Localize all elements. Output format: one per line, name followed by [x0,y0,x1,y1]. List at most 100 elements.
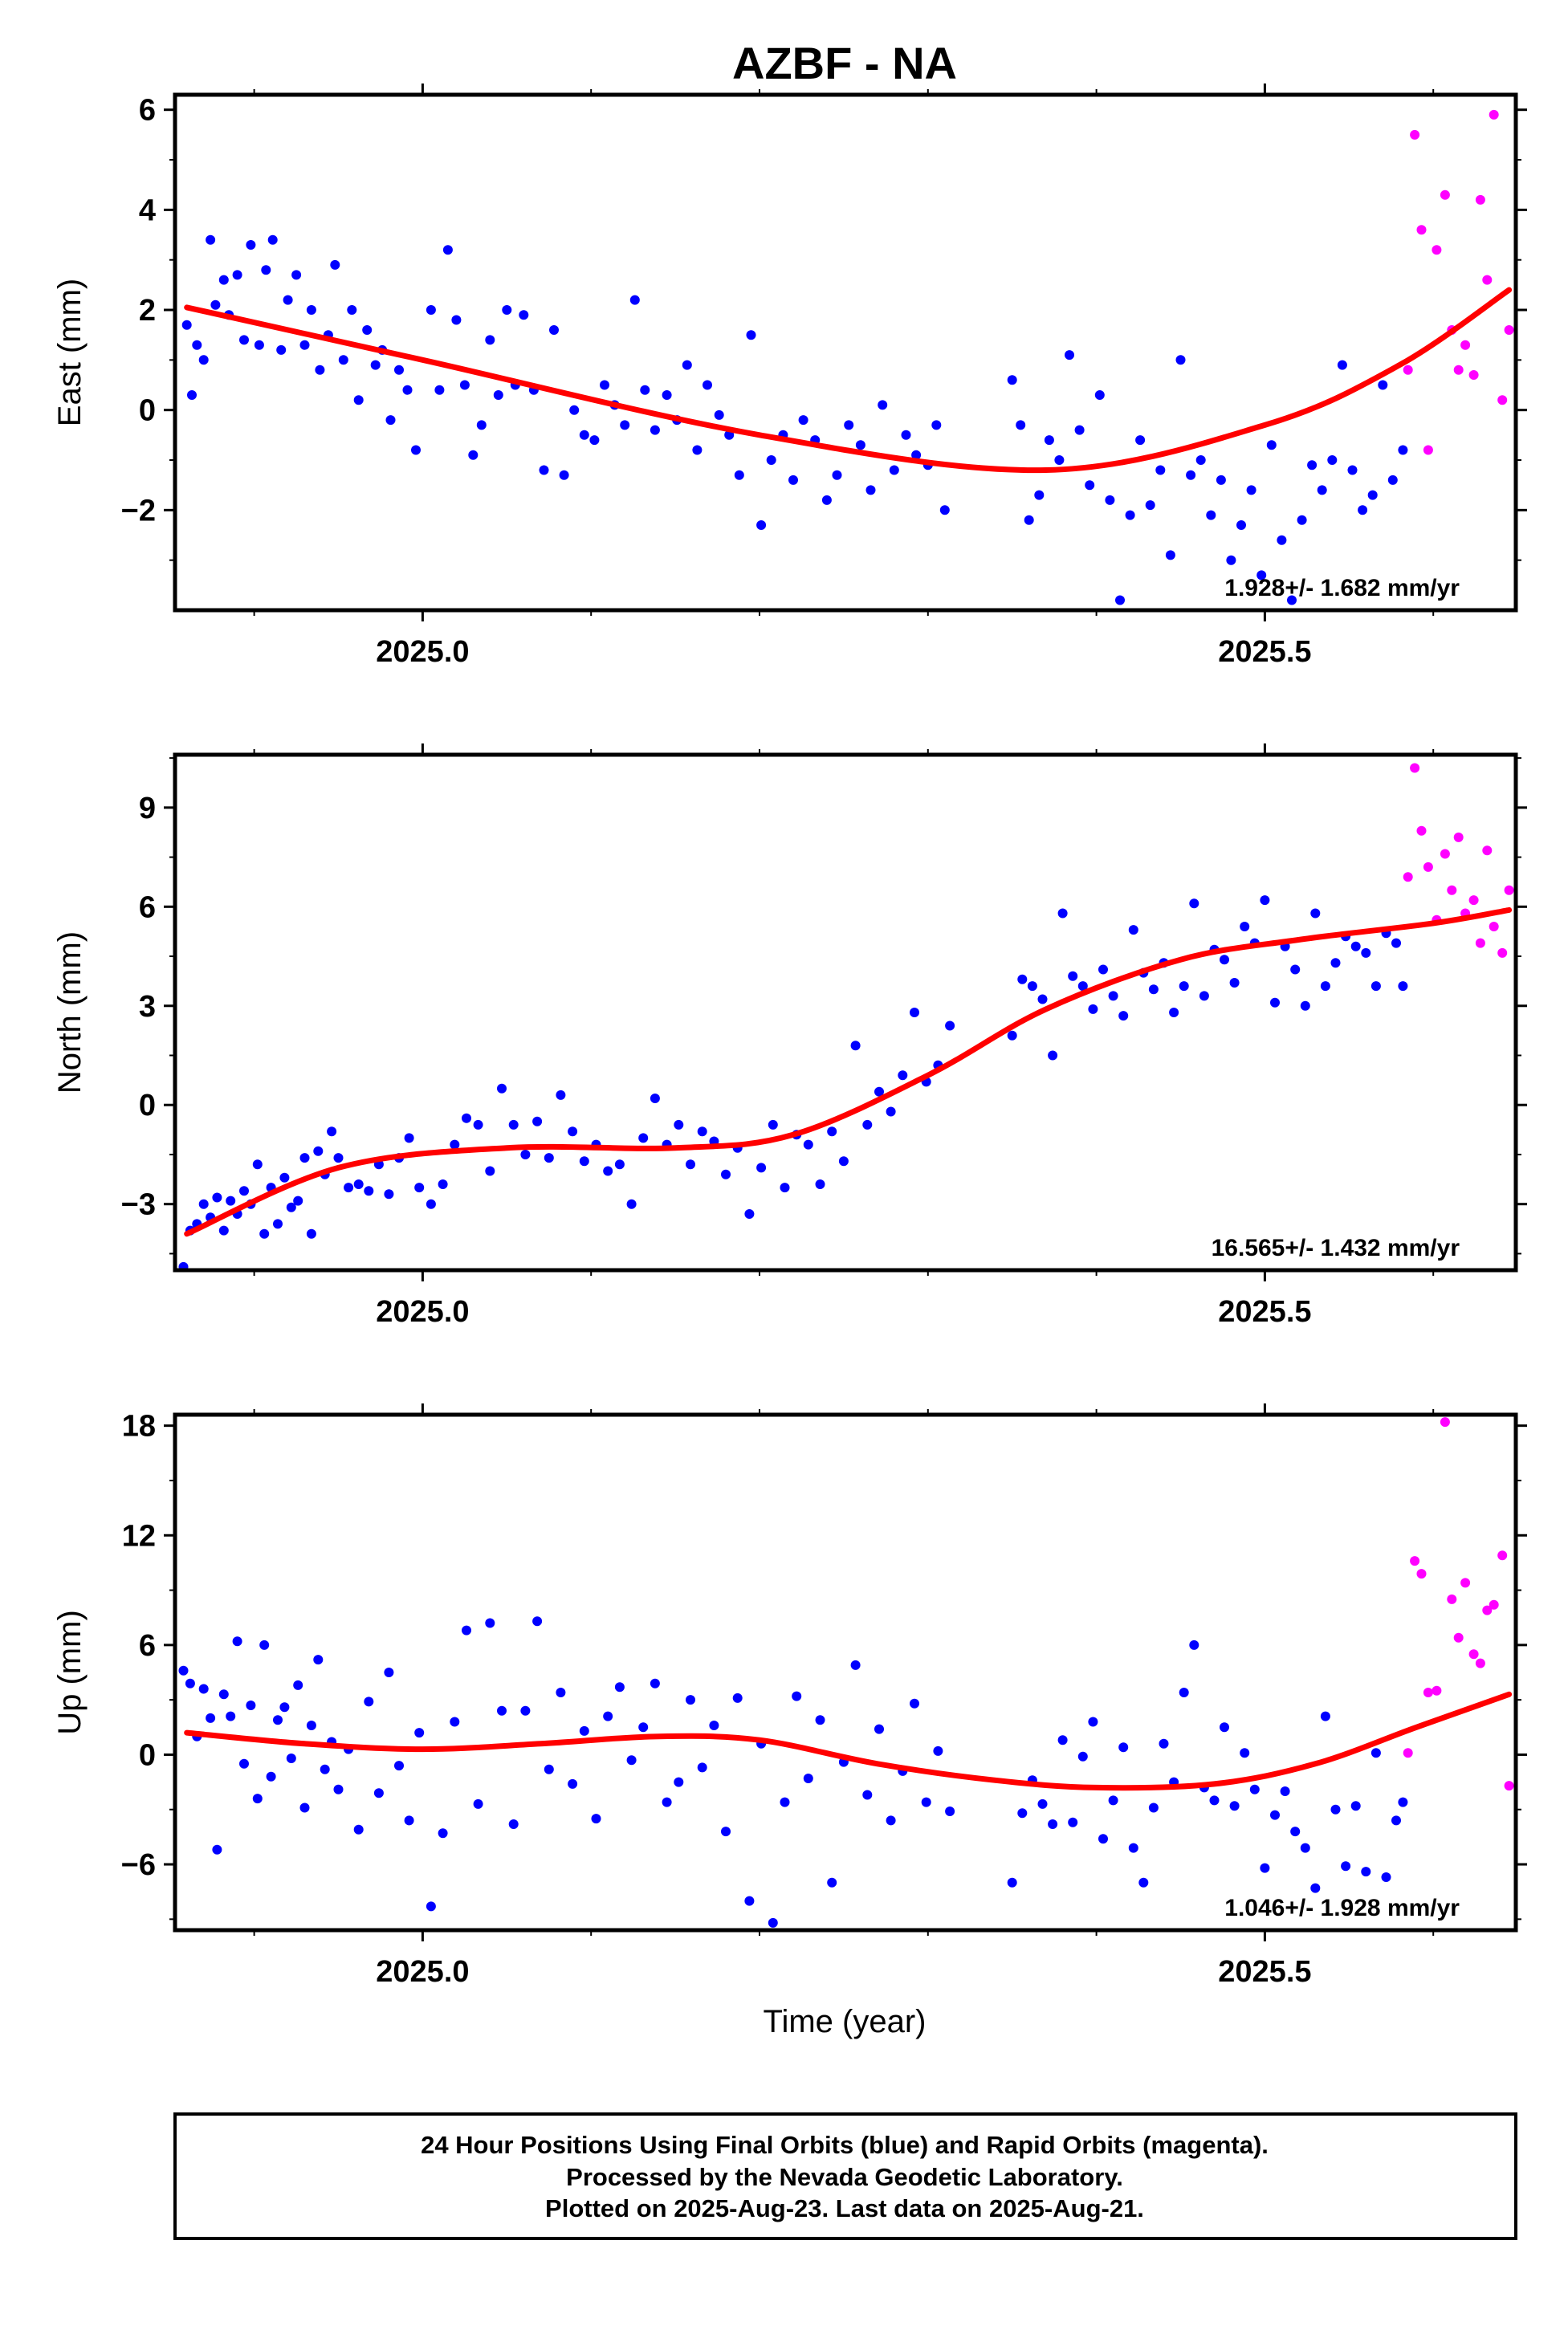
north-final-point [344,1183,354,1193]
north-final-point [1088,1004,1098,1014]
east-rapid-point [1475,194,1485,205]
east-final-point [1317,485,1327,495]
east-y-tick-label: −2 [121,494,156,528]
north-y-tick-label: 0 [139,1089,156,1122]
east-final-point [283,295,293,305]
up-final-point [299,1802,310,1813]
footer-box [173,2112,1517,2240]
north-final-point [780,1183,790,1193]
east-final-point [931,420,942,430]
up-y-tick-label: −6 [121,1848,156,1882]
up-final-point [650,1678,660,1688]
north-final-point [1189,898,1199,909]
up-final-point [1249,1784,1260,1794]
north-final-point [1361,947,1371,958]
up-final-point [404,1815,414,1826]
north-final-point [1017,974,1028,984]
east-rapid-point [1416,225,1427,235]
east-final-point [620,420,630,430]
up-final-point [1391,1815,1401,1826]
east-final-point [192,340,202,350]
north-final-point [497,1083,507,1094]
up-final-point [744,1896,755,1906]
up-final-point [780,1797,790,1807]
north-final-point [218,1225,229,1236]
east-final-point [502,305,512,315]
up-final-point [921,1797,931,1807]
up-final-point [662,1797,672,1807]
north-final-point [299,1153,310,1163]
north-final-point [1199,991,1209,1001]
east-final-point [1007,375,1017,385]
up-final-point [732,1693,743,1703]
east-final-point [1195,455,1206,465]
east-final-point [539,465,549,475]
up-final-point [626,1755,637,1766]
up-final-point [1108,1795,1118,1806]
east-y-tick-label: 6 [139,94,156,128]
east-final-point [442,245,453,255]
east-y-tick-label: 4 [139,193,156,227]
east-final-point [261,265,271,275]
up-final-point [206,1713,216,1723]
up-final-point [544,1764,554,1774]
north-y-axis-label: North (mm) [52,931,88,1094]
east-final-point [692,445,703,455]
up-final-point [686,1695,695,1705]
north-rapid-point [1440,849,1450,859]
north-final-point [1300,1000,1310,1011]
north-final-point [1270,997,1280,1008]
up-rapid-point [1453,1632,1464,1643]
north-final-point [212,1192,222,1203]
east-final-point [1378,380,1388,390]
east-final-point [1337,360,1347,370]
east-rapid-point [1504,325,1514,335]
east-final-point [844,420,854,430]
up-final-point [1361,1867,1371,1877]
up-final-point [556,1688,566,1697]
east-final-point [218,275,229,285]
east-final-point [1085,480,1095,491]
east-final-point [402,385,413,395]
east-final-point [476,420,487,430]
east-y-tick-label: 2 [139,294,156,328]
up-final-point [638,1722,649,1733]
up-final-point [266,1771,276,1782]
up-final-point [293,1680,303,1690]
up-final-point [218,1689,229,1700]
north-final-point [1007,1030,1017,1041]
north-final-point [1148,984,1159,995]
east-final-point [1297,515,1307,525]
up-final-point [815,1715,825,1725]
up-final-point [438,1828,448,1839]
up-final-point [1350,1801,1361,1811]
up-final-point [1300,1843,1310,1853]
up-final-point [313,1655,324,1665]
north-final-point [1077,981,1088,992]
north-final-point [744,1209,755,1219]
up-x-tick-label: 2025.5 [1218,1955,1311,1989]
footer-line-3: Plotted on 2025-Aug-23. Last data on 202… [545,2194,1144,2222]
north-final-point [1169,1008,1179,1017]
east-final-point [1105,495,1115,505]
up-final-point [579,1725,589,1736]
north-final-point [178,1261,189,1270]
up-final-point [279,1702,290,1713]
north-final-point [259,1228,270,1239]
up-rapid-point [1440,1417,1450,1428]
up-final-point [803,1774,813,1783]
east-final-point [569,405,580,415]
east-x-tick-label: 2025.5 [1218,635,1311,669]
north-final-point [414,1183,425,1193]
up-final-point [384,1668,394,1677]
up-final-point [1148,1802,1159,1813]
up-final-point [373,1788,384,1798]
up-final-point [862,1790,873,1800]
figure-title: AZBF - NA [732,38,957,88]
north-final-point [815,1179,825,1189]
up-final-point [792,1691,802,1701]
east-final-point [1034,490,1045,500]
north-fit-line [184,906,1513,1237]
east-final-point [600,380,609,390]
